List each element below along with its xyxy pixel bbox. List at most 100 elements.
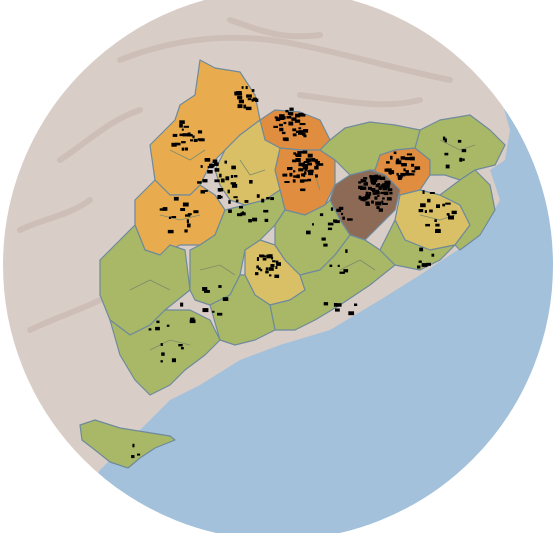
point-marker bbox=[293, 170, 296, 173]
point-marker bbox=[390, 155, 393, 160]
point-marker bbox=[189, 319, 196, 324]
point-marker bbox=[239, 206, 243, 209]
point-marker bbox=[451, 210, 457, 215]
point-marker bbox=[276, 262, 281, 266]
point-marker bbox=[237, 95, 243, 100]
point-marker bbox=[418, 260, 422, 263]
point-marker bbox=[178, 344, 183, 347]
point-marker bbox=[375, 183, 380, 188]
point-marker bbox=[367, 194, 371, 199]
point-marker bbox=[278, 123, 283, 127]
point-marker bbox=[228, 209, 232, 213]
point-marker bbox=[268, 267, 274, 271]
point-marker bbox=[365, 182, 368, 186]
point-marker bbox=[279, 116, 285, 120]
point-marker bbox=[272, 260, 276, 263]
point-marker bbox=[187, 223, 191, 228]
point-marker bbox=[300, 188, 306, 192]
point-marker bbox=[371, 181, 376, 185]
point-marker bbox=[200, 190, 205, 194]
point-marker bbox=[266, 197, 270, 200]
point-marker bbox=[155, 326, 160, 331]
point-marker bbox=[299, 123, 306, 126]
point-marker bbox=[421, 263, 428, 267]
point-marker bbox=[171, 358, 176, 363]
point-marker bbox=[241, 86, 244, 89]
point-marker bbox=[297, 151, 303, 154]
point-marker bbox=[444, 138, 447, 143]
point-marker bbox=[209, 163, 215, 168]
point-marker bbox=[360, 196, 367, 201]
point-marker bbox=[293, 175, 298, 178]
point-marker bbox=[367, 186, 372, 190]
point-marker bbox=[187, 213, 192, 216]
point-marker bbox=[282, 137, 289, 141]
mountain-relief-shading bbox=[17, 17, 453, 333]
point-marker bbox=[375, 201, 382, 206]
point-marker bbox=[187, 132, 191, 136]
point-marker bbox=[336, 208, 342, 212]
point-marker bbox=[435, 228, 441, 232]
point-marker bbox=[131, 455, 135, 459]
point-marker bbox=[410, 156, 415, 161]
point-marker bbox=[296, 174, 300, 179]
point-marker bbox=[396, 172, 399, 176]
point-marker bbox=[181, 347, 184, 350]
point-marker bbox=[274, 116, 278, 119]
point-marker bbox=[181, 128, 184, 131]
point-marker bbox=[385, 168, 392, 172]
point-marker bbox=[255, 272, 259, 276]
point-marker bbox=[240, 212, 246, 216]
point-marker bbox=[407, 173, 412, 175]
point-marker bbox=[252, 97, 257, 101]
point-marker bbox=[293, 152, 296, 155]
point-marker bbox=[173, 196, 179, 201]
point-marker bbox=[137, 453, 141, 456]
point-marker bbox=[282, 173, 288, 177]
point-marker bbox=[212, 310, 215, 313]
point-marker bbox=[363, 177, 368, 180]
point-marker bbox=[235, 199, 239, 203]
point-marker bbox=[427, 198, 431, 203]
point-marker bbox=[258, 267, 261, 271]
point-marker bbox=[266, 254, 272, 259]
point-marker bbox=[243, 104, 247, 109]
point-marker bbox=[445, 202, 451, 205]
point-marker bbox=[397, 178, 402, 180]
point-marker bbox=[314, 165, 319, 170]
point-marker bbox=[279, 127, 284, 132]
point-marker bbox=[446, 213, 450, 216]
point-marker bbox=[185, 214, 191, 217]
point-marker bbox=[171, 216, 177, 219]
point-marker bbox=[321, 237, 326, 241]
point-marker bbox=[217, 312, 223, 316]
point-marker bbox=[303, 134, 307, 138]
point-marker bbox=[295, 113, 301, 118]
point-marker bbox=[336, 303, 342, 307]
point-marker bbox=[238, 99, 244, 104]
point-marker bbox=[252, 217, 258, 222]
point-marker bbox=[284, 181, 290, 183]
point-marker bbox=[192, 135, 195, 139]
point-marker bbox=[299, 114, 306, 117]
point-marker bbox=[256, 265, 259, 269]
region-r17b bbox=[379, 219, 456, 271]
point-marker bbox=[305, 158, 312, 162]
point-marker bbox=[425, 223, 430, 227]
point-marker bbox=[273, 125, 278, 128]
point-marker bbox=[264, 218, 269, 222]
point-marker bbox=[212, 159, 218, 163]
point-marker bbox=[375, 189, 379, 193]
point-marker bbox=[249, 180, 253, 184]
point-marker bbox=[435, 223, 440, 227]
point-marker bbox=[184, 229, 188, 233]
point-marker bbox=[270, 197, 274, 201]
point-marker bbox=[259, 254, 265, 258]
point-marker bbox=[300, 162, 304, 167]
point-marker bbox=[411, 170, 416, 173]
point-marker bbox=[193, 138, 198, 142]
point-marker bbox=[383, 191, 389, 196]
point-marker bbox=[217, 195, 221, 199]
point-marker bbox=[224, 160, 227, 164]
point-marker bbox=[329, 264, 333, 267]
